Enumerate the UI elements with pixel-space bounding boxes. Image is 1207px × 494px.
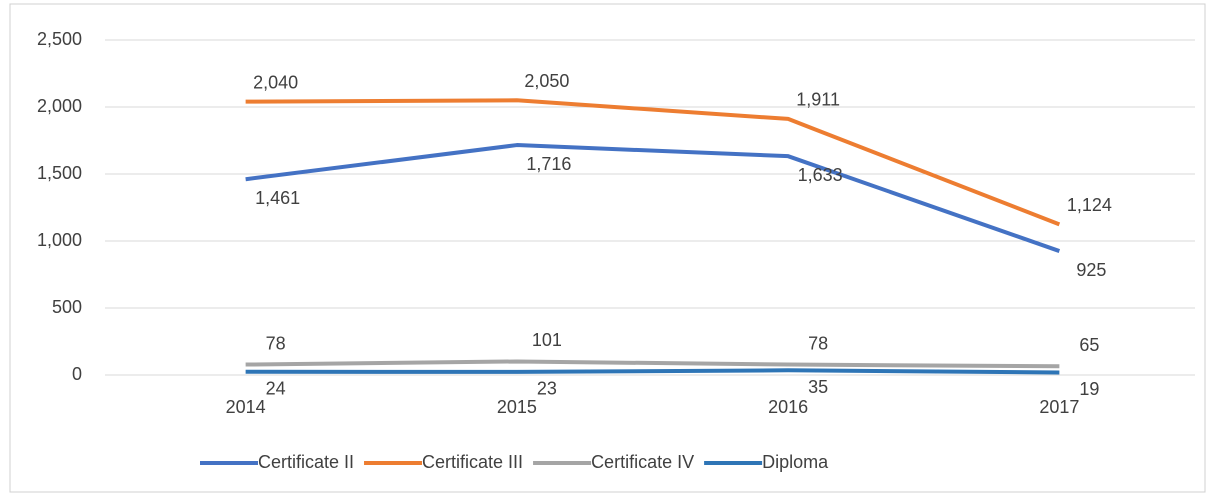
data-label: 1,633	[798, 165, 843, 185]
legend-label: Certificate III	[422, 452, 523, 472]
x-tick-label: 2017	[1039, 397, 1079, 417]
legend-label: Diploma	[762, 452, 829, 472]
y-tick-label: 1,000	[37, 230, 82, 250]
legend-label: Certificate IV	[591, 452, 694, 472]
data-label: 925	[1076, 260, 1106, 280]
series-line	[245, 143, 1061, 253]
data-label: 24	[266, 379, 286, 399]
y-tick-label: 500	[52, 297, 82, 317]
series-line	[245, 368, 1060, 375]
legend-label: Certificate II	[258, 452, 354, 472]
series-line	[245, 98, 1061, 227]
chart-frame	[9, 3, 1206, 493]
data-label: 2,050	[524, 71, 569, 91]
data-label: 1,461	[255, 188, 300, 208]
y-tick-label: 0	[72, 364, 82, 384]
x-tick-label: 2014	[226, 397, 266, 417]
x-tick-label: 2015	[497, 397, 537, 417]
data-label: 2,040	[253, 72, 298, 92]
data-label: 19	[1079, 379, 1099, 399]
series-line	[245, 359, 1060, 369]
data-label: 23	[537, 379, 557, 399]
y-tick-label: 1,500	[37, 163, 82, 183]
data-label: 65	[1079, 335, 1099, 355]
data-label: 78	[808, 333, 828, 353]
y-tick-label: 2,500	[37, 29, 82, 49]
data-label: 1,124	[1067, 195, 1112, 215]
data-label: 78	[266, 333, 286, 353]
data-label: 1,716	[526, 154, 571, 174]
x-tick-label: 2016	[768, 397, 808, 417]
data-label: 35	[808, 377, 828, 397]
y-tick-label: 2,000	[37, 96, 82, 116]
data-label: 1,911	[796, 90, 840, 110]
data-label: 101	[532, 330, 562, 350]
